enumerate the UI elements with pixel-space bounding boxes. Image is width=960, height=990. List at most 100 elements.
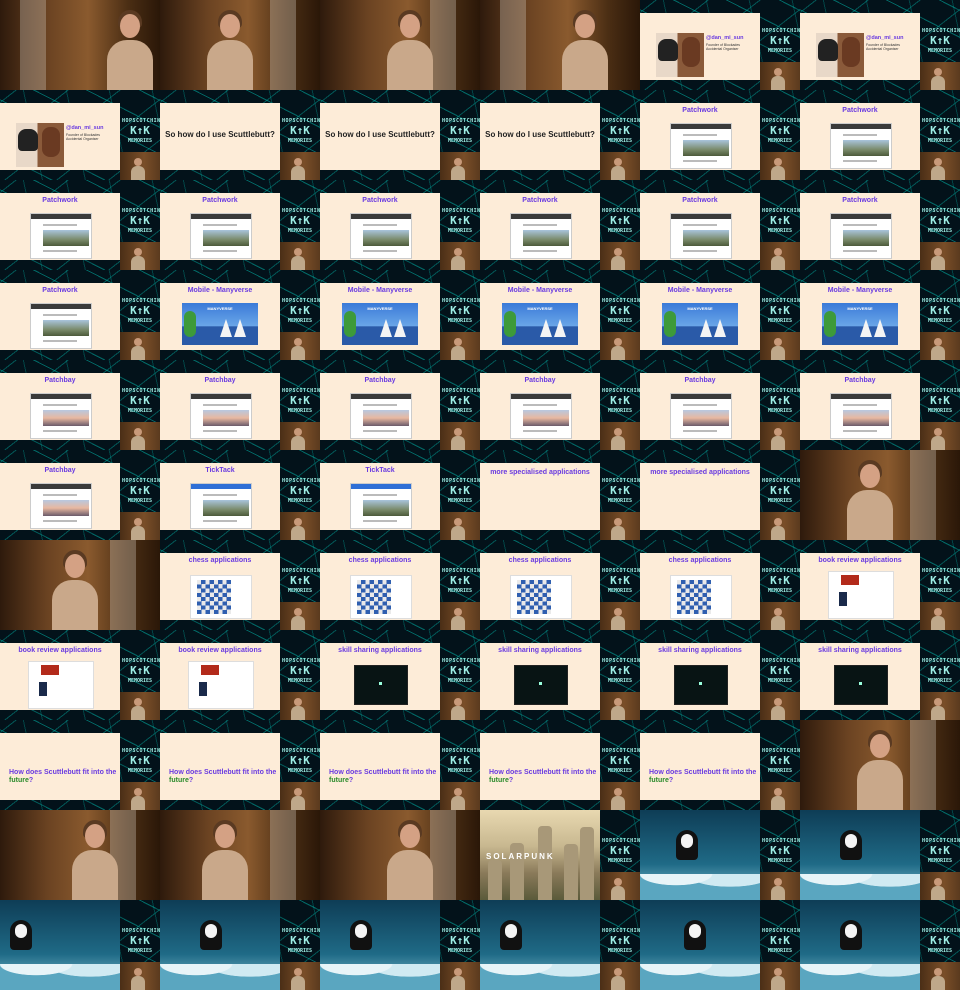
tree <box>504 311 516 337</box>
inset-body <box>611 346 625 360</box>
logo-line2: K↑K <box>450 304 470 317</box>
speaker-inset <box>760 62 800 90</box>
speaker-body <box>847 490 893 540</box>
inset-head <box>454 788 462 796</box>
conference-logo: HOPSCOTCHING K↑K MEMORIES <box>922 206 960 236</box>
thumbnail-tile: chess applications HOPSCOTCHING K↑K MEMORIE… <box>320 540 480 630</box>
slide: Patchbay <box>160 373 280 440</box>
conference-logo: HOPSCOTCHING K↑K MEMORIES <box>602 656 640 686</box>
logo-line3: MEMORIES <box>447 318 473 324</box>
app-screenshot <box>510 393 572 439</box>
logo-line3: MEMORIES <box>927 228 953 234</box>
book-review-screenshot <box>188 661 254 709</box>
text-line <box>363 430 397 432</box>
logo-line3: MEMORIES <box>287 138 313 144</box>
conference-logo: HOPSCOTCHING K↑K MEMORIES <box>762 116 800 146</box>
logo-line1: HOPSCOTCHING <box>442 298 480 304</box>
app-toolbar <box>31 214 91 219</box>
logo-line2: K↑K <box>130 214 150 227</box>
logo-line3: MEMORIES <box>127 768 153 774</box>
no-face-figure <box>840 830 862 860</box>
conference-logo: HOPSCOTCHING K↑K MEMORIES <box>282 206 320 236</box>
conference-logo: HOPSCOTCHING K↑K MEMORIES <box>442 566 480 596</box>
logo-line1: HOPSCOTCHING <box>922 838 960 844</box>
speaker-inset <box>600 872 640 900</box>
book-review-screenshot <box>28 661 94 709</box>
app-toolbar <box>351 394 411 399</box>
logo-line3: MEMORIES <box>447 588 473 594</box>
slide-title: So how do I use Scuttlebutt? <box>325 130 435 139</box>
logo-line3: MEMORIES <box>127 498 153 504</box>
conference-logo: HOPSCOTCHING K↑K MEMORIES <box>122 656 160 686</box>
slide: chess applications <box>480 553 600 620</box>
logo-line1: HOPSCOTCHING <box>442 658 480 664</box>
sail <box>874 319 886 337</box>
inset-body <box>931 886 945 900</box>
thumbnail-tile <box>0 810 160 900</box>
inset-head <box>614 338 622 346</box>
logo-line3: MEMORIES <box>607 588 633 594</box>
logo-line2: K↑K <box>930 124 950 137</box>
slide-title: book review applications <box>178 647 262 654</box>
inset-head <box>614 608 622 616</box>
post-image <box>683 140 729 156</box>
speaker-inset <box>440 782 480 810</box>
conference-logo: HOPSCOTCHING K↑K MEMORIES <box>922 386 960 416</box>
slide: Patchbay <box>320 373 440 440</box>
mask <box>505 924 517 938</box>
slide: book review applications <box>160 643 280 710</box>
inset-body <box>611 166 625 180</box>
logo-line3: MEMORIES <box>447 228 473 234</box>
app-screenshot <box>670 213 732 259</box>
inset-head <box>134 788 142 796</box>
logo-line1: HOPSCOTCHING <box>922 568 960 574</box>
logo-line3: MEMORIES <box>127 678 153 684</box>
thumbnail-tile: Patchwork HOPSCOTCHING K↑K MEMORIES <box>800 180 960 270</box>
inset-body <box>451 526 465 540</box>
text-line <box>523 250 557 252</box>
logo-line3: MEMORIES <box>127 228 153 234</box>
inset-body <box>771 796 785 810</box>
inset-head <box>934 698 942 706</box>
logo-line2: K↑K <box>290 664 310 677</box>
slide-title: Mobile - Manyverse <box>187 287 253 294</box>
text-line <box>843 224 877 226</box>
logo-line3: MEMORIES <box>767 678 793 684</box>
slide: skill sharing applications <box>640 643 760 710</box>
profile-avatar <box>16 123 64 167</box>
conference-logo: HOPSCOTCHING K↑K MEMORIES <box>762 926 800 956</box>
no-face-figure <box>350 920 372 950</box>
slide: Patchwork <box>800 103 920 170</box>
slide-title: skill sharing applications <box>498 647 582 654</box>
logo-line1: HOPSCOTCHING <box>922 928 960 934</box>
wall-panel <box>20 0 46 90</box>
logo-line1: HOPSCOTCHING <box>442 928 480 934</box>
speaker-inset <box>440 602 480 630</box>
inset-head <box>134 248 142 256</box>
conference-logo: HOPSCOTCHING K↑K MEMORIES <box>122 746 160 776</box>
ocean-scene <box>640 810 760 900</box>
ocean-scene <box>320 900 440 990</box>
speaker-inset <box>440 332 480 360</box>
logo-line3: MEMORIES <box>287 768 313 774</box>
slide: Mobile - Manyverse MANYVERSE <box>480 283 600 350</box>
manyverse-banner: MANYVERSE <box>662 303 738 345</box>
inset-body <box>771 706 785 720</box>
speaker-inset <box>600 242 640 270</box>
logo-line3: MEMORIES <box>767 588 793 594</box>
cat <box>658 39 678 61</box>
inset-head <box>454 518 462 526</box>
logo-line1: HOPSCOTCHING <box>762 568 800 574</box>
speaker-body <box>107 40 153 90</box>
thumbnail-tile: So how do I use Scuttlebutt? HOPSCOTCHING… <box>320 90 480 180</box>
logo-line1: HOPSCOTCHING <box>442 388 480 394</box>
speaker-inset <box>920 242 960 270</box>
inset-head <box>294 428 302 436</box>
title-end: ? <box>508 777 514 784</box>
logo-line3: MEMORIES <box>767 318 793 324</box>
inset-head <box>774 158 782 166</box>
thumbnail-tile: How does Scuttlebutt fit into the future… <box>320 720 480 810</box>
inset-head <box>294 608 302 616</box>
logo-line3: MEMORIES <box>127 408 153 414</box>
conference-logo: HOPSCOTCHING K↑K MEMORIES <box>762 26 800 56</box>
